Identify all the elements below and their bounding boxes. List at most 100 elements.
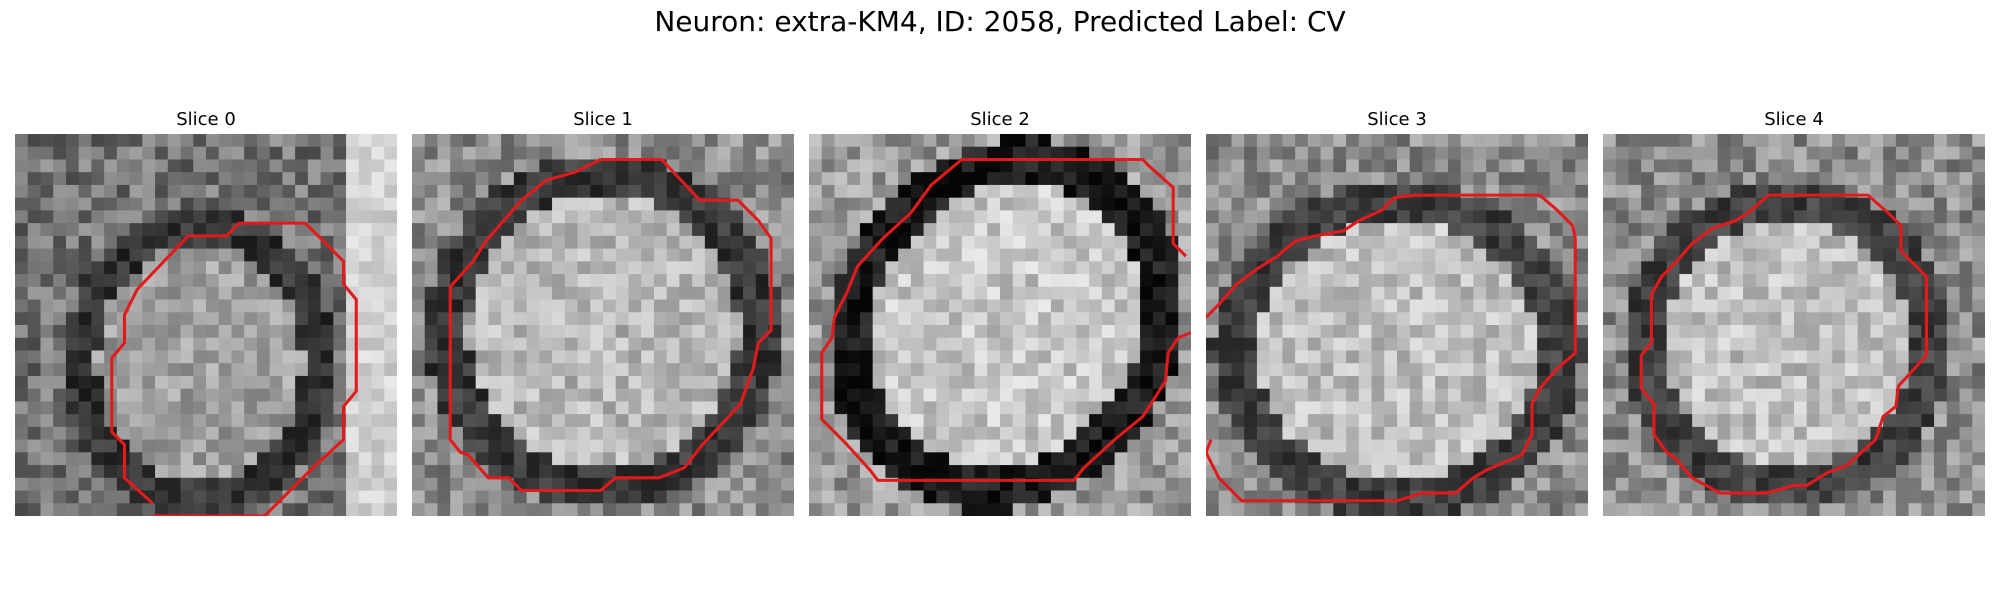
- pixel: [384, 286, 397, 300]
- pixel: [282, 426, 296, 440]
- pixel: [384, 325, 397, 339]
- pixel: [295, 490, 309, 504]
- pixel: [1152, 401, 1166, 415]
- pixel: [513, 159, 527, 173]
- pixel: [1717, 426, 1731, 440]
- pixel: [1908, 146, 1922, 160]
- pixel: [730, 184, 744, 199]
- pixel: [641, 261, 655, 275]
- pixel: [424, 299, 438, 313]
- pixel: [1231, 439, 1245, 453]
- pixel: [1743, 375, 1757, 390]
- pixel: [1972, 261, 1985, 275]
- pixel: [1768, 197, 1782, 211]
- pixel: [1256, 350, 1271, 364]
- pixel: [834, 184, 848, 199]
- pixel: [1206, 197, 1220, 211]
- pixel: [1934, 286, 1948, 300]
- pixel: [1473, 426, 1487, 440]
- pixel: [1895, 210, 1909, 224]
- pixel: [809, 312, 823, 326]
- pixel: [1282, 375, 1296, 390]
- pixel: [1755, 414, 1769, 428]
- pixel: [1025, 325, 1039, 339]
- pixel: [1972, 452, 1985, 466]
- pixel: [961, 465, 975, 479]
- pixel: [40, 134, 54, 148]
- pixel: [78, 477, 92, 491]
- pixel: [1730, 452, 1744, 466]
- pixel: [193, 312, 207, 326]
- pixel: [412, 286, 426, 300]
- pixel: [1295, 134, 1309, 148]
- pixel: [371, 401, 385, 415]
- pixel: [462, 337, 477, 351]
- pixel: [65, 261, 80, 275]
- pixel: [1781, 401, 1795, 415]
- pixel: [590, 184, 604, 199]
- pixel: [1615, 439, 1629, 453]
- pixel: [1371, 465, 1385, 479]
- pixel: [1089, 350, 1103, 364]
- pixel: [1063, 350, 1077, 364]
- pixel: [1397, 337, 1411, 351]
- pixel: [1908, 210, 1922, 224]
- pixel: [1409, 452, 1423, 466]
- pixel: [1114, 159, 1128, 173]
- pixel: [142, 388, 156, 402]
- pixel: [1269, 286, 1283, 300]
- pixel: [1244, 465, 1258, 479]
- pixel: [1692, 337, 1706, 351]
- pixel: [590, 146, 604, 160]
- pixel: [1641, 134, 1655, 148]
- pixel: [1460, 414, 1474, 428]
- pixel: [692, 503, 706, 516]
- pixel: [307, 248, 321, 262]
- pixel: [206, 235, 220, 249]
- pixel: [320, 134, 334, 148]
- pixel: [1603, 134, 1617, 148]
- pixel: [1346, 426, 1360, 440]
- pixel: [653, 197, 668, 211]
- pixel: [1628, 337, 1642, 351]
- pixel: [129, 134, 143, 148]
- pixel: [295, 350, 309, 364]
- pixel: [923, 363, 937, 377]
- pixel: [653, 477, 668, 491]
- pixel: [1384, 414, 1398, 428]
- pixel: [1333, 465, 1347, 479]
- pixel: [1089, 248, 1103, 262]
- pixel: [768, 439, 782, 453]
- pixel: [475, 312, 489, 326]
- pixel: [717, 312, 731, 326]
- pixel: [743, 401, 757, 415]
- pixel: [1244, 134, 1258, 148]
- pixel: [1781, 363, 1795, 377]
- pixel: [603, 197, 617, 211]
- pixel: [1743, 299, 1757, 313]
- pixel: [450, 286, 464, 300]
- pixel: [1076, 325, 1090, 339]
- pixel: [1038, 426, 1052, 440]
- pixel: [53, 210, 67, 224]
- pixel: [1806, 172, 1820, 186]
- pixel: [1498, 248, 1512, 262]
- pixel: [679, 286, 693, 300]
- pixel: [1089, 159, 1103, 173]
- pixel: [346, 146, 360, 160]
- pixel: [1615, 197, 1629, 211]
- pixel: [1562, 375, 1576, 390]
- pixel: [412, 299, 426, 313]
- pixel: [116, 490, 130, 504]
- pixel: [1206, 286, 1220, 300]
- pixel: [872, 503, 886, 516]
- pixel: [1422, 503, 1436, 516]
- pixel: [1870, 184, 1884, 199]
- pixel: [1524, 172, 1538, 186]
- pixel: [1152, 465, 1166, 479]
- pixel: [1511, 248, 1525, 262]
- pixel: [1692, 401, 1706, 415]
- pixel: [577, 439, 591, 453]
- pixel: [872, 286, 886, 300]
- pixel: [1704, 439, 1718, 453]
